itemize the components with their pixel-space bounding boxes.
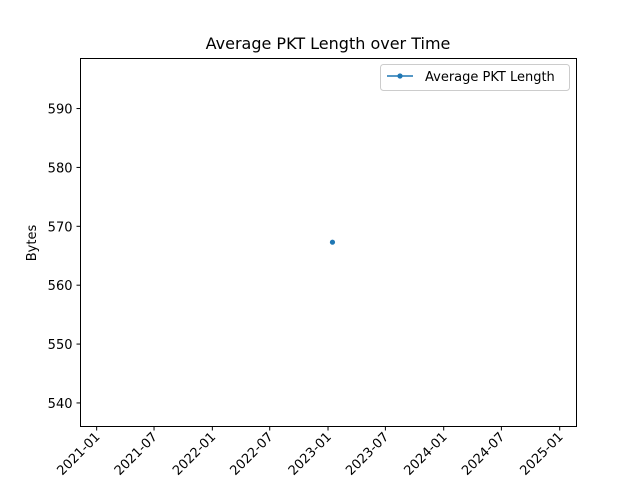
x-tick-label: 2022-01 bbox=[170, 430, 219, 479]
x-tick-label: 2021-01 bbox=[54, 430, 103, 479]
x-tick-label: 2025-01 bbox=[518, 430, 567, 479]
x-tick-label: 2022-07 bbox=[228, 430, 277, 479]
legend: Average PKT Length bbox=[380, 64, 570, 91]
y-axis-label: Bytes bbox=[25, 225, 40, 262]
x-tick-label: 2024-07 bbox=[459, 430, 508, 479]
series-layer bbox=[329, 239, 336, 245]
y-tick-label: 540 bbox=[48, 397, 73, 412]
legend-box bbox=[380, 64, 570, 91]
chart-title: Average PKT Length over Time bbox=[206, 34, 451, 53]
data-point bbox=[329, 239, 336, 245]
x-tick-label: 2024-01 bbox=[402, 430, 451, 479]
legend-entry-label: Average PKT Length bbox=[425, 70, 555, 85]
legend-marker-swatch bbox=[397, 73, 403, 79]
plot-area-frame bbox=[80, 58, 577, 427]
y-axis: 540 550 560 570 580 590 bbox=[48, 103, 81, 412]
y-tick-label: 590 bbox=[48, 103, 73, 118]
x-tick-label: 2023-07 bbox=[343, 430, 392, 479]
y-tick-label: 550 bbox=[48, 338, 73, 353]
y-tick-label: 570 bbox=[48, 220, 73, 235]
x-tick-label: 2021-07 bbox=[112, 430, 161, 479]
x-axis: 2021-01 2021-07 2022-01 2022-07 2023-01 2023-… bbox=[54, 426, 567, 479]
x-tick-label: 2023-01 bbox=[286, 430, 335, 479]
y-tick-label: 580 bbox=[48, 161, 73, 176]
y-tick-label: 560 bbox=[48, 279, 73, 294]
